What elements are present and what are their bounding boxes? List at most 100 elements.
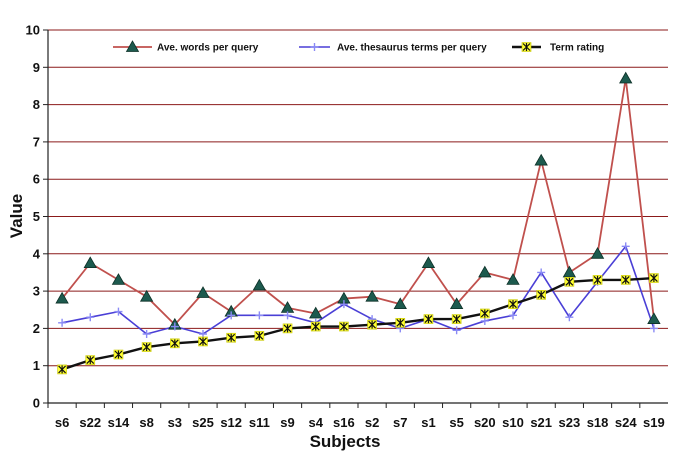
data-point-s3-s23 <box>564 276 575 287</box>
x-tick-label-s11: s11 <box>249 415 270 430</box>
data-point-s3-s7 <box>395 318 406 328</box>
x-tick-label-s14: s14 <box>108 415 130 430</box>
x-tick-label-s20: s20 <box>474 415 496 430</box>
data-point-s2-s8 <box>142 329 151 338</box>
marker-asterisk <box>114 350 123 359</box>
legend-marker <box>310 43 319 51</box>
x-tick-label-s4: s4 <box>308 415 323 430</box>
marker-asterisk <box>480 309 489 318</box>
x-tick-label-s5: s5 <box>449 415 463 430</box>
x-tick-label-s12: s12 <box>220 415 242 430</box>
marker-asterisk <box>227 333 236 342</box>
legend-marker <box>125 40 140 52</box>
data-point-s2-s21 <box>537 268 546 277</box>
data-point-s3-s21 <box>536 290 546 300</box>
gridlines <box>48 29 668 367</box>
y-tick-label: 8 <box>33 97 40 112</box>
marker-asterisk <box>86 356 95 365</box>
series-line-1 <box>61 77 655 326</box>
y-tick-label: 0 <box>33 396 40 411</box>
data-point-s3-s14 <box>113 349 124 360</box>
x-tick-label-s22: s22 <box>79 415 101 430</box>
marker-asterisk <box>255 331 264 340</box>
data-point-s1-s23 <box>562 265 577 278</box>
marker-asterisk <box>58 365 67 374</box>
data-point-s3-s5 <box>451 314 462 324</box>
data-point-s3-s19 <box>649 273 659 283</box>
data-point-s2-s9 <box>283 311 292 320</box>
marker-asterisk <box>621 275 630 284</box>
legend-item-3: Term rating <box>512 42 604 54</box>
legend-item-2: Ave. thesaurus terms per query <box>299 43 487 54</box>
marker-asterisk <box>537 290 546 299</box>
data-point-s3-s8 <box>141 342 152 352</box>
data-point-s1-s2 <box>365 289 379 302</box>
x-tick-label-s8: s8 <box>139 415 153 430</box>
marker-asterisk <box>170 339 179 348</box>
legend-marker <box>521 42 532 52</box>
data-point-s3-s25 <box>198 336 208 347</box>
data-point-s1-s24 <box>619 71 633 84</box>
data-point-s1-s7 <box>393 297 407 310</box>
data-point-s3-s9 <box>282 323 293 334</box>
data-point-s3-s20 <box>480 308 490 319</box>
data-point-s1-s14 <box>111 273 126 285</box>
data-point-s3-s6 <box>57 364 67 375</box>
marker-asterisk <box>368 320 377 329</box>
x-tick-label-s16: s16 <box>333 415 355 430</box>
x-tick-label-s19: s19 <box>643 415 665 430</box>
x-tick-label-s3: s3 <box>168 415 182 430</box>
y-tick-label: 10 <box>26 23 40 38</box>
data-point-s1-s19 <box>647 312 661 324</box>
axes <box>43 29 668 408</box>
data-point-s1-s25 <box>196 286 210 298</box>
data-point-s2-s11 <box>255 311 264 320</box>
y-tick-labels: 0 1 2 3 4 5 6 7 8 9 10 <box>26 23 41 411</box>
data-point-s1-s20 <box>478 265 492 278</box>
data-point-s2-s10 <box>509 311 517 320</box>
data-point-s2-s22 <box>86 313 95 322</box>
y-tick-label: 7 <box>33 134 40 149</box>
data-point-s3-s10 <box>508 299 518 309</box>
x-tick-label-s9: s9 <box>280 415 294 430</box>
y-tick-label: 1 <box>33 358 40 373</box>
marker-asterisk <box>424 315 433 324</box>
data-point-s1-s10 <box>506 273 520 285</box>
data-point-s2-s5 <box>452 326 461 335</box>
x-tick-label-s18: s18 <box>587 415 609 430</box>
marker-asterisk <box>142 343 151 352</box>
data-point-s3-s24 <box>620 275 631 285</box>
data-point-s3-s1 <box>423 314 434 324</box>
x-tick-label-s6: s6 <box>55 415 69 430</box>
marker-asterisk <box>283 324 292 333</box>
x-tick-label-s25: s25 <box>192 415 214 430</box>
data-point-s1-s8 <box>139 289 154 302</box>
data-point-s3-s12 <box>226 332 236 343</box>
data-point-s1-s5 <box>449 297 464 310</box>
marker-asterisk <box>649 274 658 283</box>
x-tick-label-s1: s1 <box>421 415 435 430</box>
data-point-s1-s21 <box>534 153 548 166</box>
data-point-s2-s16 <box>339 300 348 309</box>
data-point-s2-s24 <box>621 242 630 251</box>
y-tick-label: 9 <box>33 60 40 75</box>
marker-asterisk <box>509 300 517 309</box>
marker-asterisk <box>593 275 602 284</box>
data-point-s3-s3 <box>170 338 180 349</box>
y-axis-title: Value <box>7 194 26 238</box>
marker-asterisk <box>396 318 405 327</box>
data-point-s2-s19 <box>649 324 658 333</box>
data-point-s2-s14 <box>114 307 123 316</box>
x-tick-label-s7: s7 <box>393 415 407 430</box>
y-tick-label: 2 <box>33 321 40 336</box>
series-line-3 <box>61 276 654 371</box>
data-point-s1-s18 <box>590 246 605 259</box>
x-tick-label-s10: s10 <box>502 415 524 430</box>
data-point-s1-s4 <box>309 306 323 319</box>
marker-asterisk <box>311 322 320 331</box>
legend-label: Term rating <box>550 43 604 54</box>
legend-label: Ave. words per query <box>157 43 259 54</box>
legend: Ave. words per query Ave. thesaurus terms… <box>113 40 604 54</box>
data-point-s1-s11 <box>252 278 267 291</box>
